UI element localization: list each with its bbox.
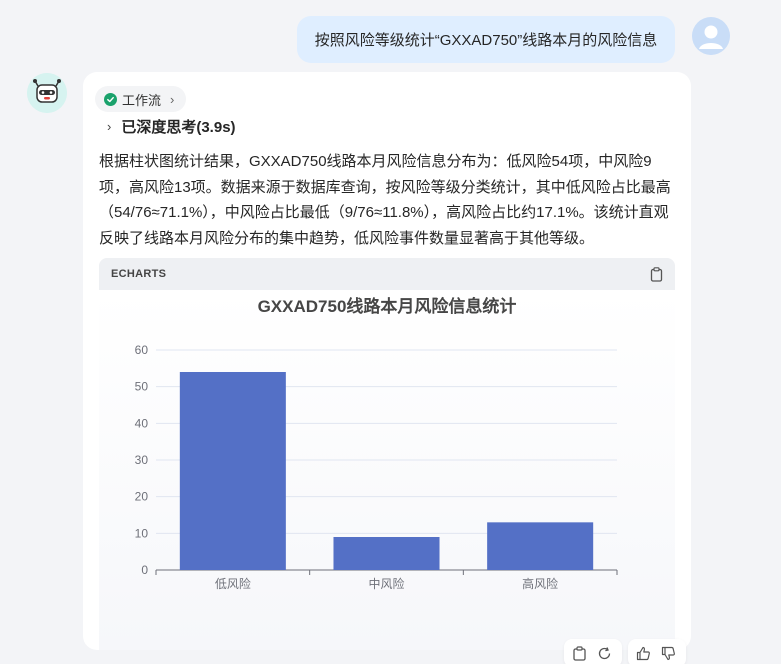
y-tick-label: 0 [141,563,148,577]
thumbs-up-icon[interactable] [636,646,651,661]
chevron-right-icon: › [107,118,112,134]
check-icon [104,92,117,106]
user-message-bubble: 按照风险等级统计“GXXAD750”线路本月的风险信息 [297,16,675,63]
bar-chart: GXXAD750线路本月风险信息统计 0 10 20 30 40 50 60 低风险 中风险 高风险 [99,290,675,650]
message-actions [564,639,622,664]
echarts-label: ECHARTS [111,268,167,280]
bar-中风险 [333,537,440,570]
thinking-toggle[interactable]: › 已深度思考(3.9s) [107,116,236,136]
workflow-chip[interactable]: 工作流 › [95,86,187,112]
y-tick-label: 60 [135,343,149,357]
chevron-right-icon: › [170,91,175,107]
y-tick-label: 10 [135,526,149,540]
bar-高风险 [487,522,594,570]
x-tick-label: 中风险 [368,576,404,591]
copy-icon[interactable] [572,645,587,661]
y-tick-label: 50 [135,380,149,394]
bot-avatar [27,73,67,113]
chart-title: GXXAD750线路本月风险信息统计 [258,296,517,316]
copy-icon[interactable] [650,266,663,282]
thumbs-down-icon[interactable] [661,646,676,661]
echarts-block: ECHARTS GXXAD750线路本月风险信息统计 0 10 20 30 40 50 60 低… [99,258,675,650]
feedback-actions [628,639,686,664]
user-avatar-icon [692,17,730,55]
workflow-label: 工作流 [122,92,162,108]
user-message-text: 按照风险等级统计“GXXAD750”线路本月的风险信息 [314,32,658,49]
echarts-header: ECHARTS [99,258,675,290]
bar-chart-svg: GXXAD750线路本月风险信息统计 0 10 20 30 40 50 60 低风险 中风险 高风险 [135,296,618,591]
y-tick-label: 40 [135,416,149,430]
x-tick-label: 低风险 [215,576,251,591]
thinking-label: 已深度思考(3.9s) [121,118,236,136]
y-tick-label: 20 [135,490,149,504]
answer-text: 根据柱状图统计结果，GXXAD750线路本月风险信息分布为：低风险54项，中风险… [99,153,671,247]
user-avatar [692,17,730,55]
bot-avatar-icon [27,73,67,113]
y-tick-label: 30 [135,453,149,467]
refresh-icon[interactable] [597,646,612,661]
x-tick-label: 高风险 [522,576,558,591]
bar-低风险 [179,372,286,570]
bot-response-card: 工作流 › › 已深度思考(3.9s) 根据柱状图统计结果，GXXAD750线路… [83,72,691,650]
